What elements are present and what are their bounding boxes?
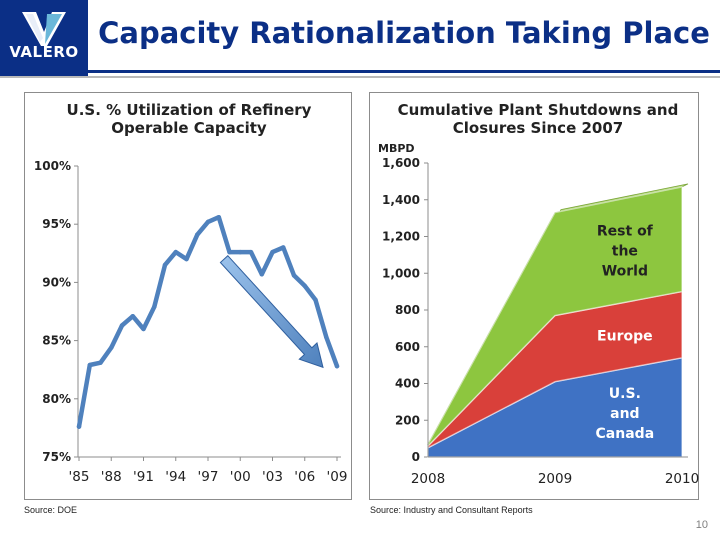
data-point	[173, 249, 178, 255]
x-tick-label: '06	[294, 469, 315, 485]
chart-title-line: Cumulative Plant Shutdowns and	[398, 101, 679, 119]
y-tick-label: 400	[395, 377, 420, 391]
x-tick-label: 2010	[665, 471, 699, 487]
y-tick-label: 200	[395, 413, 420, 427]
series-label: Europe	[597, 328, 653, 344]
data-point	[109, 345, 114, 350]
header-shadow-rule	[0, 76, 720, 78]
data-point	[76, 424, 82, 429]
utilization-line	[76, 214, 340, 429]
data-point	[130, 313, 135, 319]
data-point	[162, 262, 168, 268]
y-tick-label: 90%	[42, 275, 71, 289]
data-point	[313, 297, 318, 303]
data-point	[334, 364, 340, 369]
data-point	[324, 334, 329, 340]
y-axis-unit-label: MBPD	[378, 142, 415, 155]
series-label: U.S.	[609, 386, 641, 402]
x-tick-label: '03	[262, 469, 283, 485]
data-point	[184, 256, 189, 262]
utilization-chart-panel: U.S. % Utilization of Refinery Operable C…	[24, 92, 352, 500]
y-tick-label: 600	[395, 340, 420, 354]
y-tick-label: 1,600	[382, 156, 420, 170]
y-tick-label: 800	[395, 303, 420, 317]
data-point	[216, 215, 221, 220]
y-tick-label: 1,200	[382, 230, 420, 244]
data-point	[152, 304, 157, 310]
trend-arrow-icon	[219, 254, 324, 369]
data-point	[291, 273, 297, 278]
y-tick-label: 1,000	[382, 266, 420, 280]
y-tick-label: 0	[412, 450, 420, 464]
data-point	[270, 249, 275, 255]
data-point	[248, 249, 254, 255]
x-tick-label: '09	[327, 469, 348, 485]
chart-title-line: Closures Since 2007	[453, 119, 623, 137]
data-point	[119, 323, 125, 328]
data-point	[195, 232, 200, 237]
series-label: World	[602, 263, 648, 279]
x-tick-label: '97	[198, 469, 219, 485]
y-tick-label: 95%	[42, 217, 71, 231]
x-tick-label: 2009	[538, 471, 572, 487]
data-point	[238, 249, 243, 255]
y-tick-label: 1,400	[382, 193, 420, 207]
data-point	[141, 326, 146, 332]
title-band: Capacity Rationalization Taking Place	[88, 0, 720, 76]
data-point	[302, 283, 307, 289]
data-point	[281, 245, 286, 250]
data-point	[205, 219, 211, 225]
shutdowns-chart-panel: Cumulative Plant Shutdowns and Closures S…	[369, 92, 699, 500]
series-label: the	[612, 243, 638, 259]
data-point	[98, 360, 103, 365]
logo-text: VALERO	[9, 43, 79, 61]
header-rule	[88, 70, 720, 73]
valero-v-emblem	[22, 12, 66, 46]
x-tick-label: '85	[69, 469, 90, 485]
page-title: Capacity Rationalization Taking Place	[98, 16, 710, 50]
data-point	[87, 362, 92, 368]
chart-title-line: U.S. % Utilization of Refinery	[67, 101, 312, 119]
x-tick-label: 2008	[411, 471, 445, 487]
x-tick-label: '88	[101, 469, 122, 485]
y-tick-label: 75%	[42, 450, 71, 464]
series-label: and	[610, 406, 639, 422]
series-label: Rest of	[597, 223, 654, 239]
source-note-left: Source: DOE	[24, 505, 78, 515]
x-tick-label: '91	[133, 469, 154, 485]
data-point	[227, 249, 232, 255]
source-note-right: Source: Industry and Consultant Reports	[370, 505, 533, 515]
chart-title-line: Operable Capacity	[111, 119, 267, 137]
series-label: Canada	[596, 426, 655, 442]
y-tick-label: 85%	[42, 334, 71, 348]
y-tick-label: 100%	[34, 159, 71, 173]
x-tick-label: '00	[230, 469, 251, 485]
y-tick-label: 80%	[42, 392, 71, 406]
data-point	[259, 272, 264, 277]
page-number: 10	[695, 519, 708, 531]
valero-logo: VALERO	[0, 0, 88, 76]
x-tick-label: '94	[165, 469, 186, 485]
